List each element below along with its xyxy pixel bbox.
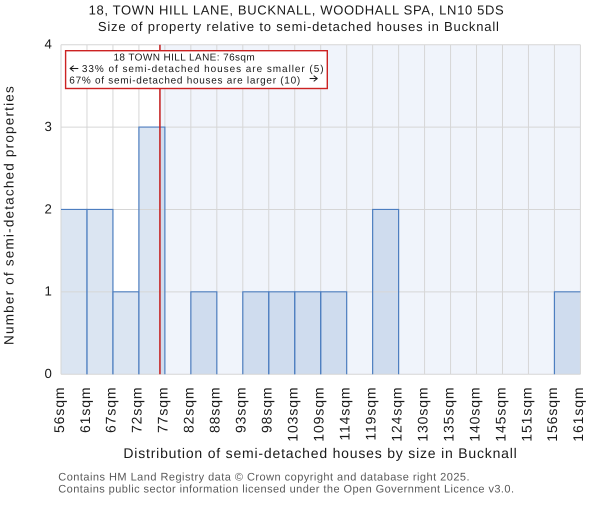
svg-text:61sqm: 61sqm [77,387,93,434]
svg-text:93sqm: 93sqm [233,387,249,434]
svg-text:Contains HM Land Registry data: Contains HM Land Registry data © Crown c… [58,472,470,484]
svg-text:119sqm: 119sqm [362,387,378,441]
svg-text:135sqm: 135sqm [440,387,456,442]
svg-text:2: 2 [44,201,51,216]
svg-text:Size of property relative to s: Size of property relative to semi-detach… [98,19,500,34]
svg-text:56sqm: 56sqm [51,387,67,434]
svg-text:18 TOWN HILL LANE: 76sqm: 18 TOWN HILL LANE: 76sqm [113,53,255,64]
svg-text:124sqm: 124sqm [388,387,404,442]
svg-text:114sqm: 114sqm [336,387,352,441]
svg-text:Contains public sector informa: Contains public sector information licen… [58,484,514,496]
svg-text:156sqm: 156sqm [544,387,560,442]
svg-text:18, TOWN HILL LANE, BUCKNALL,: 18, TOWN HILL LANE, BUCKNALL, WOODHALL S… [89,2,505,17]
svg-text:82sqm: 82sqm [181,387,197,434]
svg-text:109sqm: 109sqm [311,387,327,442]
svg-text:4: 4 [44,37,51,52]
svg-text:33% of semi-detached houses ar: 33% of semi-detached houses are smaller … [82,64,325,75]
svg-text:1: 1 [44,284,51,299]
svg-text:130sqm: 130sqm [414,387,430,442]
svg-text:0: 0 [44,366,51,381]
svg-text:67% of semi-detached houses ar: 67% of semi-detached houses are larger (… [69,76,301,87]
svg-text:Number of semi-detached proper: Number of semi-detached properties [2,85,17,345]
svg-text:88sqm: 88sqm [207,387,223,434]
svg-text:145sqm: 145sqm [492,387,508,442]
svg-text:161sqm: 161sqm [570,387,586,442]
svg-text:Distribution of semi-detached: Distribution of semi-detached houses by … [123,445,517,461]
svg-text:72sqm: 72sqm [129,387,145,434]
svg-text:151sqm: 151sqm [518,387,534,442]
svg-text:67sqm: 67sqm [103,387,119,434]
svg-text:3: 3 [44,119,51,134]
svg-text:140sqm: 140sqm [466,387,482,442]
svg-text:77sqm: 77sqm [155,387,171,434]
svg-text:103sqm: 103sqm [285,387,301,442]
svg-text:98sqm: 98sqm [259,387,275,434]
